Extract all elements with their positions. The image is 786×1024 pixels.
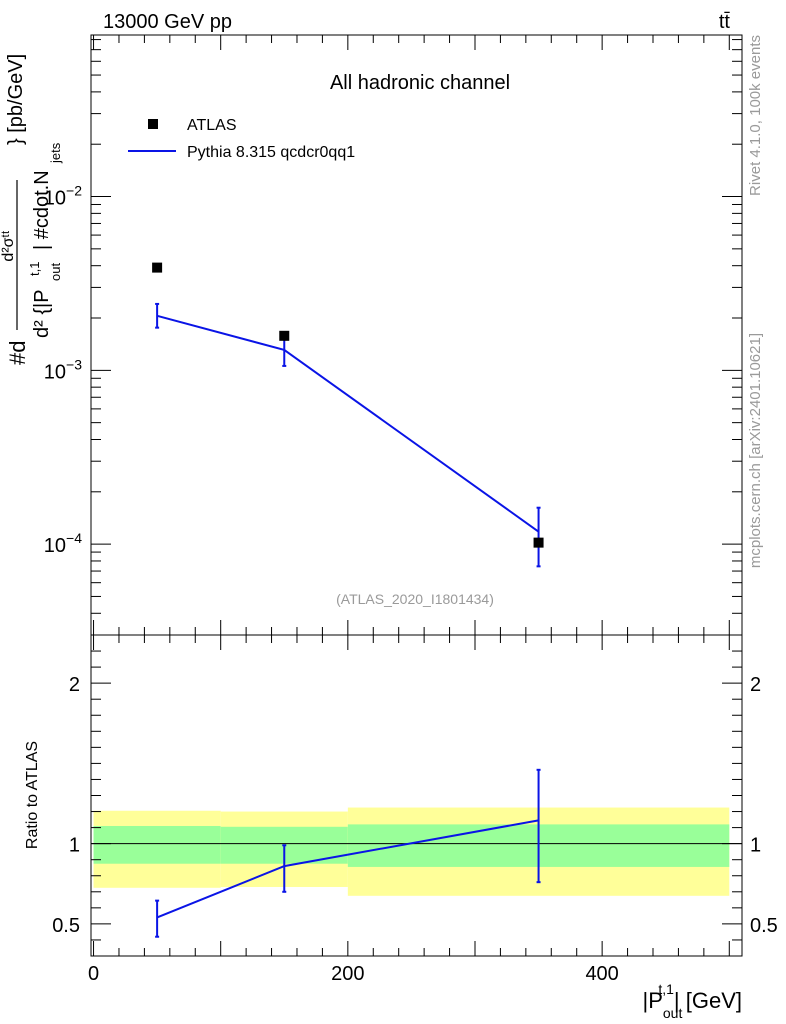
ratio-x-tick-label: 400: [585, 963, 618, 985]
mc-line: [156, 314, 540, 533]
ratio-y-tick-label-right: 0.5: [750, 915, 778, 937]
ratio-y-tick-label-right: 2: [750, 674, 761, 696]
main-panel-y-tick-labels: 10−4 10−3 10−2: [44, 183, 82, 558]
ratio-y-tick-labels: 0.5 0.5 1 1 2 2: [52, 674, 778, 937]
main-panel-ticks: [91, 35, 742, 636]
main-panel: 10−4 10−3 10−2 All hadronic channel (ATLAS…: [44, 34, 743, 636]
legend-atlas-label: ATLAS: [187, 117, 237, 134]
main-y-tick-label: 10−3: [44, 356, 82, 383]
ratio-y-tick-label-left: 0.5: [52, 915, 80, 937]
rivet-label: Rivet 4.1.0, 100k events: [747, 35, 764, 196]
main-y-axis-label: #d d²σᵗᵗ d² {|P out t,1 | #cdot.N jets }…: [0, 54, 63, 365]
ratio-marks: [155, 768, 541, 938]
svg-text:jets: jets: [48, 142, 63, 164]
main-y-tick-label: 10−2: [44, 183, 82, 210]
ratio-x-tick-label: 0: [88, 963, 99, 985]
process-label: tt̄: [719, 11, 731, 33]
svg-text:d²σᵗᵗ: d²σᵗᵗ: [0, 230, 17, 262]
channel-title: All hadronic channel: [330, 72, 510, 94]
analysis-id-label: (ATLAS_2020_I1801434): [336, 591, 494, 607]
mcplots-label: mcplots.cern.ch [arXiv:2401.10621]: [747, 333, 764, 568]
ratio-y-tick-label-left: 2: [69, 674, 80, 696]
ratio-y-axis-label: Ratio to ATLAS: [24, 741, 41, 849]
ratio-inner-band: [93, 825, 221, 864]
ratio-panel-frame: [90, 634, 743, 957]
atlas-data-point: [533, 537, 544, 548]
x-axis-label: |Poutt,1| [GeV]: [642, 981, 742, 1021]
ratio-panel-ticks: [91, 635, 742, 956]
atlas-data-point: [279, 330, 290, 341]
main-panel-marks: [152, 262, 544, 568]
ratio-y-tick-label-right: 1: [750, 835, 761, 857]
atlas-data-point: [152, 262, 163, 273]
ratio-y-tick-label-left: 1: [69, 835, 80, 857]
legend-mc-label: Pythia 8.315 qcdcr0qq1: [187, 144, 355, 161]
svg-text:| #cdot.N: | #cdot.N: [31, 170, 53, 250]
svg-text:#d: #d: [5, 341, 30, 365]
ratio-x-tick-labels: 0 200 400: [88, 963, 619, 985]
ratio-x-tick-label: 200: [331, 963, 364, 985]
ratio-bands: [93, 807, 730, 896]
legend-atlas-marker: [148, 119, 158, 129]
svg-text:out: out: [48, 263, 63, 281]
svg-text:d² {|P: d² {|P: [31, 289, 53, 338]
main-y-tick-label: 10−4: [44, 530, 82, 557]
svg-text:} [pb/GeV]: } [pb/GeV]: [5, 54, 27, 145]
svg-text:t,1: t,1: [27, 262, 42, 276]
legend: ATLAS Pythia 8.315 qcdcr0qq1: [128, 117, 355, 161]
energy-label: 13000 GeV pp: [103, 11, 232, 33]
ratio-panel: 0.5 0.5 1 1 2 2 0 200 400 Ratio to ATLAS: [24, 634, 778, 985]
